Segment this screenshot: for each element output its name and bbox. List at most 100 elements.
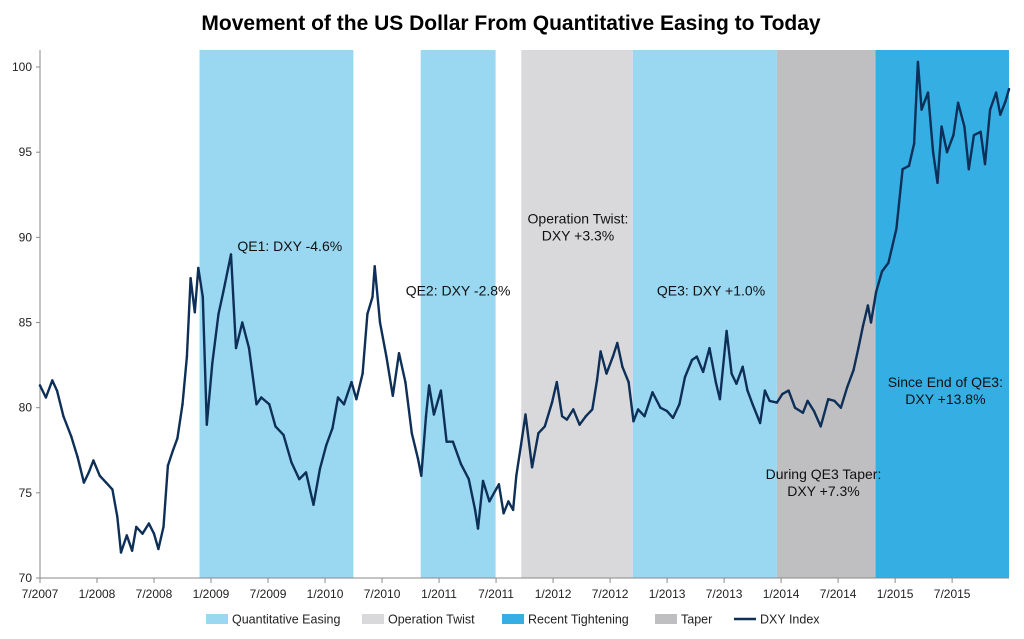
dxy-index-point [424,415,428,418]
dxy-index-point [605,372,608,375]
x-tick-label: 7/2007 [22,587,59,601]
dxy-index-point [87,471,91,474]
dxy-index-point [445,440,448,443]
series-layer [38,60,1011,554]
dxy-index-point [956,101,960,105]
dxy-index-point [229,253,233,256]
dxy-index-point [643,415,646,418]
dxy-index-point [560,415,564,418]
x-tick-label: 1/2012 [535,587,572,601]
dxy-index-point [781,392,784,396]
dxy-index-point [162,525,165,529]
dxy-index-point [404,380,407,384]
dxy-index-point [385,355,388,358]
dxy-index-point [397,352,401,355]
dxy-index-point [857,346,860,350]
annotation-label: DXY +13.8% [905,391,985,407]
dxy-index-point [181,403,184,406]
dxy-index-point [157,547,160,551]
dxy-index-point [255,403,258,406]
dxy-index-point [241,321,244,324]
dxy-index-point [234,346,238,350]
dxy-index-point [926,91,930,94]
dxy-index-point [827,398,830,401]
dxy-index-point [695,355,698,358]
dxy-index-point [787,389,790,392]
dxy-index-point [718,398,722,401]
annotation-label: QE2: DXY -2.8% [406,282,511,298]
dxy-index-point [473,508,477,512]
annotation-label: During QE3 Taper: [766,466,882,482]
legend-swatch-operation-twist [362,614,384,624]
dxy-index-point [806,399,809,403]
dxy-index-point [1004,99,1007,103]
dxy-index-point [282,433,285,437]
dxy-index-point [763,389,767,392]
dxy-index-point [350,380,353,384]
dxy-index-point [481,479,485,483]
dxy-index-point [920,108,923,111]
dxy-index-point [852,369,855,372]
dxy-index-point [325,443,328,447]
dxy-index-point [342,403,346,406]
dxy-index-point [38,384,42,387]
dxy-index-point [222,290,225,294]
axes: 70 75 80 85 90 95 100 7/2007 1/2008 7/2008 1/2009 7… [12,50,1009,601]
legend-label: Operation Twist [388,613,475,627]
dxy-index-point [565,418,569,421]
dxy-index-point [967,168,970,171]
dxy-index-point [524,413,527,416]
dxy-index-point [616,341,619,345]
x-tick-label: 7/2010 [364,587,401,601]
dxy-index-point [611,355,615,358]
dxy-index-point [467,478,470,481]
annotations: QE1: DXY -4.6% QE2: DXY -2.8% Operation Tw… [237,211,1003,500]
dxy-index-point [907,164,911,167]
dxy-index-point [62,415,65,418]
dxy-index-point [963,125,966,128]
dxy-index-point [44,396,48,399]
dxy-index-point [185,355,189,358]
y-tick-label: 75 [19,486,33,500]
dxy-index-point [420,474,423,477]
band-quantitative-easing [420,50,496,578]
dxy-index-point [488,500,491,503]
annotation-label: DXY +7.3% [787,483,860,499]
dxy-index-point [502,512,505,515]
dxy-index-point [730,372,733,375]
dxy-index-point [92,459,95,462]
x-tick-label: 7/2009 [250,587,287,601]
annotation-label: Since End of QE3: [888,374,1003,390]
dxy-index-point [880,270,884,273]
dxy-index-point [636,408,640,411]
y-tick-label: 95 [19,145,33,159]
dxy-index-point [584,415,588,418]
legend-label: Recent Tightening [528,613,629,627]
y-tick-label: 90 [19,230,33,244]
x-tick-label: 7/2008 [136,587,173,601]
dxy-index-point [439,389,443,392]
dxy-index-point [621,365,624,368]
dxy-index-point [312,503,315,506]
legend-label: DXY Index [760,613,820,627]
dxy-index-point [141,532,144,535]
dxy-index-point [51,379,54,382]
annotation-label: Operation Twist: [528,211,629,227]
dxy-index-point [758,421,762,425]
dxy-index-point [511,508,515,512]
dxy-index-point [999,113,1002,116]
dxy-index-point [373,265,376,268]
policy-bands [199,50,1009,578]
x-tick-label: 1/2010 [307,587,344,601]
dxy-index-point [983,162,987,166]
dxy-index-point [507,500,510,503]
y-tick-label: 70 [19,571,33,585]
dxy-index-points [38,60,1011,554]
x-tick-label: 7/2014 [820,587,857,601]
x-tick-label: 1/2011 [421,587,457,601]
dxy-index-point [336,396,340,399]
legend-label: Quantitative Easing [232,613,340,627]
x-tick-label: 1/2008 [79,587,116,601]
dxy-index-point [416,457,420,460]
dxy-index-point [119,551,123,554]
